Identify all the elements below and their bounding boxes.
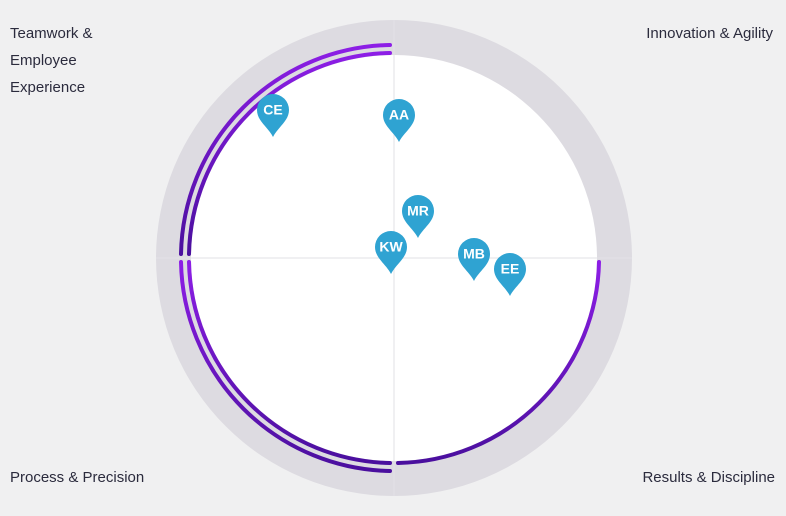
pin-label: MR — [407, 203, 429, 219]
pin[interactable]: MB — [458, 238, 490, 281]
quadrant-label: Results & Discipline — [642, 469, 775, 486]
pin-label: CE — [263, 102, 282, 118]
arc — [179, 260, 392, 473]
pin-shape — [383, 99, 415, 142]
pin[interactable]: EE — [494, 253, 526, 296]
pin-shape — [402, 195, 434, 238]
arc — [396, 260, 601, 465]
pin[interactable]: AA — [383, 99, 415, 142]
pin-label: MB — [463, 246, 485, 262]
pin-shape — [375, 231, 407, 274]
arcs — [179, 43, 601, 473]
quadrant-label: Innovation & Agility — [646, 25, 773, 42]
pin-shape — [458, 238, 490, 281]
pin[interactable]: KW — [375, 231, 407, 274]
pin[interactable]: MR — [402, 195, 434, 238]
arc — [187, 51, 392, 256]
quadrant-label: Teamwork & Employee Experience — [10, 25, 93, 96]
pin-label: EE — [501, 261, 520, 277]
pin-shape — [257, 94, 289, 137]
arc — [179, 43, 392, 256]
pin-label: KW — [379, 239, 403, 255]
pins: CE AA MR KW MB EE — [257, 94, 526, 296]
pin-label: AA — [389, 107, 409, 123]
arc — [187, 260, 392, 465]
pin[interactable]: CE — [257, 94, 289, 137]
quadrant-label: Process & Precision — [10, 469, 145, 486]
pin-shape — [494, 253, 526, 296]
